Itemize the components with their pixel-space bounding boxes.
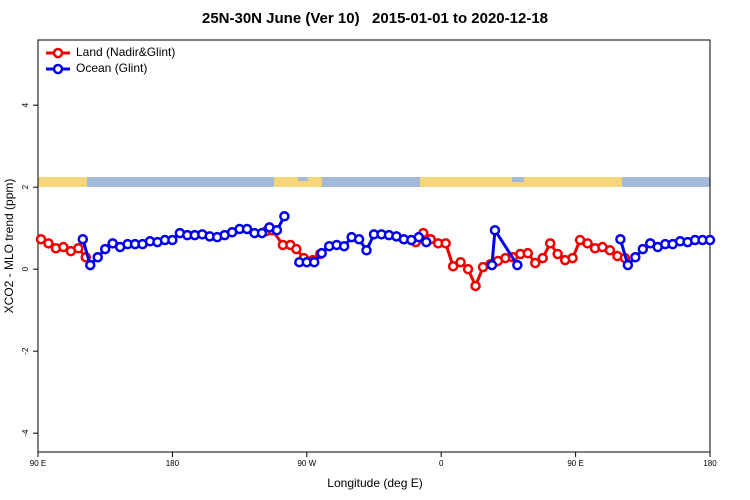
data-point [440,238,451,249]
data-point [455,256,466,268]
ocean-strip [298,177,308,181]
data-point [552,248,563,260]
x-tick-label: 180 [166,459,180,468]
y-tick-label: -4 [21,429,30,437]
data-point [241,223,253,235]
data-point [522,247,534,259]
data-point [256,227,268,239]
x-tick-label: 90 W [297,459,316,468]
data-point [316,247,327,259]
data-point [544,238,556,249]
data-point [567,252,578,264]
data-point [291,243,302,255]
data-point [77,233,89,245]
data-point [99,243,111,255]
data-point [462,263,474,275]
x-tick-label: 90 E [567,459,583,468]
data-point [704,234,716,246]
data-point [512,259,523,271]
data-point [167,234,178,246]
data-point [630,252,641,263]
y-tick-label: 4 [21,102,30,107]
data-point [530,257,541,269]
data-point [447,261,459,272]
data-point [615,233,626,245]
data-point [309,256,320,268]
data-point [604,245,616,256]
ocean-strip [512,177,524,182]
ocean-strip [38,177,710,187]
data-point [92,252,103,263]
data-point [486,259,498,271]
data-point [421,236,432,248]
data-point [413,231,425,243]
legend-label: Ocean (Glint) [76,61,147,75]
data-point [489,224,501,236]
data-point [470,280,481,292]
y-tick-label: 2 [21,184,30,189]
land-strip [274,177,322,187]
data-point [622,259,634,271]
x-tick-label: 180 [703,459,717,468]
data-point [537,252,548,264]
chart-title: 25N-30N June (Ver 10) 2015-01-01 to 2020… [202,10,548,27]
land-strip [38,177,87,187]
legend-label: Land (Nadir&Glint) [76,45,175,59]
data-point [58,241,69,253]
data-point [582,238,593,249]
data-point [43,238,54,249]
data-point [361,245,372,256]
legend-marker [52,47,64,59]
legend-marker [52,63,64,75]
data-point [279,211,290,222]
y-axis-label: XCO2 - MLO trend (ppm) [2,179,16,314]
data-point [353,233,365,245]
x-tick-label: 90 E [30,459,46,468]
data-point [637,243,649,255]
data-point [271,224,283,236]
data-point [35,233,47,245]
map-strip [38,177,710,187]
plot-frame [37,39,711,453]
y-tick-label: -2 [21,347,30,355]
y-tick-label: 0 [21,266,30,271]
data-point [85,259,96,271]
data-point [338,240,350,252]
x-axis-label: Longitude (deg E) [327,476,422,490]
data-point [73,243,84,254]
x-tick-label: 0 [439,459,444,468]
